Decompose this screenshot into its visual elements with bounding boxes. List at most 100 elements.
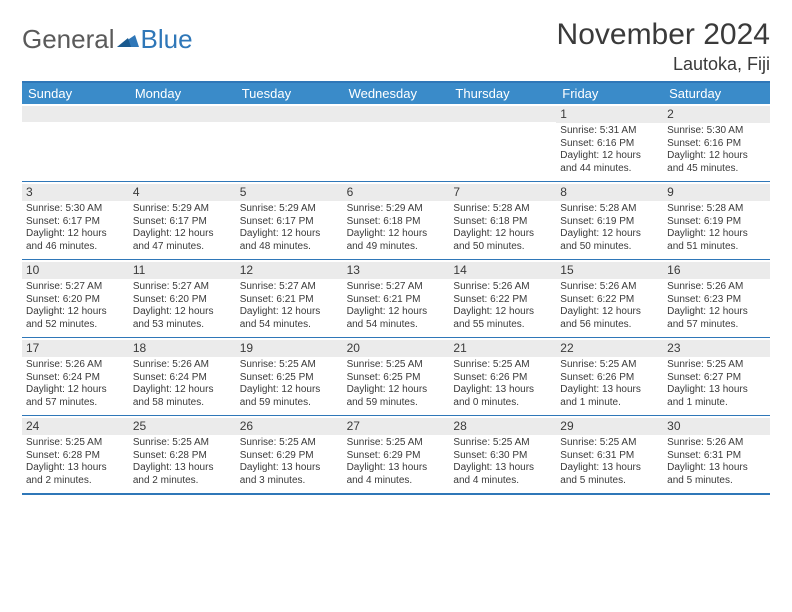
day-cell: 7Sunrise: 5:28 AMSunset: 6:18 PMDaylight… xyxy=(449,182,556,259)
daylight-text: Daylight: 13 hours and 1 minute. xyxy=(667,384,766,409)
weekday-row: SundayMondayTuesdayWednesdayThursdayFrid… xyxy=(22,83,770,104)
sunrise-text: Sunrise: 5:29 AM xyxy=(133,203,232,216)
sunrise-text: Sunrise: 5:25 AM xyxy=(133,437,232,450)
day-number: 26 xyxy=(236,418,343,435)
sunrise-text: Sunrise: 5:27 AM xyxy=(240,281,339,294)
weekday-label: Thursday xyxy=(449,83,556,104)
day-number: 16 xyxy=(663,262,770,279)
day-cell xyxy=(129,104,236,181)
day-number xyxy=(343,106,450,122)
day-cell: 16 Sunrise: 5:26 AMSunset: 6:23 PMDayligh… xyxy=(663,260,770,337)
day-number xyxy=(236,106,343,122)
weekday-label: Friday xyxy=(556,83,663,104)
sunset-text: Sunset: 6:22 PM xyxy=(453,294,552,307)
day-number: 7 xyxy=(449,184,556,201)
day-number: 17 xyxy=(22,340,129,357)
sunset-text: Sunset: 6:21 PM xyxy=(347,294,446,307)
sunset-text: Sunset: 6:20 PM xyxy=(133,294,232,307)
daylight-text: Daylight: 12 hours and 48 minutes. xyxy=(240,228,339,253)
day-cell: 11Sunrise: 5:27 AMSunset: 6:20 PMDayligh… xyxy=(129,260,236,337)
header: General Blue November 2024 Lautoka, Fiji xyxy=(22,18,770,75)
sunset-text: Sunset: 6:23 PM xyxy=(667,294,766,307)
week-row: 3Sunrise: 5:30 AMSunset: 6:17 PMDaylight… xyxy=(22,182,770,260)
day-number: 1 xyxy=(556,106,663,123)
daylight-text: Daylight: 12 hours and 54 minutes. xyxy=(347,306,446,331)
location: Lautoka, Fiji xyxy=(557,54,770,75)
sunrise-text: Sunrise: 5:27 AM xyxy=(133,281,232,294)
sunset-text: Sunset: 6:30 PM xyxy=(453,450,552,463)
day-cell xyxy=(22,104,129,181)
sunset-text: Sunset: 6:24 PM xyxy=(133,372,232,385)
daylight-text: Daylight: 13 hours and 3 minutes. xyxy=(240,462,339,487)
sunrise-text: Sunrise: 5:27 AM xyxy=(26,281,125,294)
daylight-text: Daylight: 12 hours and 59 minutes. xyxy=(347,384,446,409)
sunset-text: Sunset: 6:19 PM xyxy=(560,216,659,229)
daylight-text: Daylight: 12 hours and 58 minutes. xyxy=(133,384,232,409)
day-number xyxy=(449,106,556,122)
day-cell: 20Sunrise: 5:25 AMSunset: 6:25 PMDayligh… xyxy=(343,338,450,415)
day-number: 10 xyxy=(22,262,129,279)
logo-triangle-icon xyxy=(117,33,139,47)
day-cell: 5Sunrise: 5:29 AMSunset: 6:17 PMDaylight… xyxy=(236,182,343,259)
sunrise-text: Sunrise: 5:26 AM xyxy=(667,281,766,294)
weekday-label: Tuesday xyxy=(236,83,343,104)
day-cell: 18 Sunrise: 5:26 AMSunset: 6:24 PMDayligh… xyxy=(129,338,236,415)
day-number: 18 xyxy=(129,340,236,357)
day-cell: 22Sunrise: 5:25 AMSunset: 6:26 PMDayligh… xyxy=(556,338,663,415)
day-number: 22 xyxy=(556,340,663,357)
sunrise-text: Sunrise: 5:28 AM xyxy=(667,203,766,216)
day-cell: 10Sunrise: 5:27 AMSunset: 6:20 PMDayligh… xyxy=(22,260,129,337)
sunrise-text: Sunrise: 5:30 AM xyxy=(26,203,125,216)
sunset-text: Sunset: 6:21 PM xyxy=(240,294,339,307)
day-cell xyxy=(236,104,343,181)
daylight-text: Daylight: 12 hours and 57 minutes. xyxy=(667,306,766,331)
daylight-text: Daylight: 12 hours and 57 minutes. xyxy=(26,384,125,409)
daylight-text: Daylight: 12 hours and 51 minutes. xyxy=(667,228,766,253)
sunset-text: Sunset: 6:29 PM xyxy=(240,450,339,463)
daylight-text: Daylight: 12 hours and 59 minutes. xyxy=(240,384,339,409)
day-cell: 27Sunrise: 5:25 AMSunset: 6:29 PMDayligh… xyxy=(343,416,450,493)
sunrise-text: Sunrise: 5:25 AM xyxy=(240,359,339,372)
day-number: 14 xyxy=(449,262,556,279)
week-row: 17Sunrise: 5:26 AMSunset: 6:24 PMDayligh… xyxy=(22,338,770,416)
day-cell: 13Sunrise: 5:27 AMSunset: 6:21 PMDayligh… xyxy=(343,260,450,337)
day-number: 20 xyxy=(343,340,450,357)
day-cell: 25Sunrise: 5:25 AMSunset: 6:28 PMDayligh… xyxy=(129,416,236,493)
day-cell: 1Sunrise: 5:31 AMSunset: 6:16 PMDaylight… xyxy=(556,104,663,181)
daylight-text: Daylight: 13 hours and 2 minutes. xyxy=(133,462,232,487)
daylight-text: Daylight: 13 hours and 1 minute. xyxy=(560,384,659,409)
sunset-text: Sunset: 6:25 PM xyxy=(347,372,446,385)
day-cell: 19Sunrise: 5:25 AMSunset: 6:25 PMDayligh… xyxy=(236,338,343,415)
logo-text-1: General xyxy=(22,24,115,55)
sunset-text: Sunset: 6:19 PM xyxy=(667,216,766,229)
daylight-text: Daylight: 12 hours and 55 minutes. xyxy=(453,306,552,331)
sunset-text: Sunset: 6:17 PM xyxy=(133,216,232,229)
sunrise-text: Sunrise: 5:26 AM xyxy=(133,359,232,372)
day-cell: 9Sunrise: 5:28 AMSunset: 6:19 PMDaylight… xyxy=(663,182,770,259)
day-cell: 4Sunrise: 5:29 AMSunset: 6:17 PMDaylight… xyxy=(129,182,236,259)
day-cell: 28Sunrise: 5:25 AMSunset: 6:30 PMDayligh… xyxy=(449,416,556,493)
day-number xyxy=(129,106,236,122)
daylight-text: Daylight: 12 hours and 52 minutes. xyxy=(26,306,125,331)
daylight-text: Daylight: 12 hours and 44 minutes. xyxy=(560,150,659,175)
calendar-body: 1Sunrise: 5:31 AMSunset: 6:16 PMDaylight… xyxy=(22,104,770,495)
sunset-text: Sunset: 6:24 PM xyxy=(26,372,125,385)
day-number: 23 xyxy=(663,340,770,357)
month-title: November 2024 xyxy=(557,18,770,52)
day-cell: 2Sunrise: 5:30 AMSunset: 6:16 PMDaylight… xyxy=(663,104,770,181)
sunset-text: Sunset: 6:27 PM xyxy=(667,372,766,385)
day-cell: 24Sunrise: 5:25 AMSunset: 6:28 PMDayligh… xyxy=(22,416,129,493)
daylight-text: Daylight: 12 hours and 45 minutes. xyxy=(667,150,766,175)
daylight-text: Daylight: 12 hours and 49 minutes. xyxy=(347,228,446,253)
sunset-text: Sunset: 6:31 PM xyxy=(667,450,766,463)
sunrise-text: Sunrise: 5:28 AM xyxy=(560,203,659,216)
day-cell: 14Sunrise: 5:26 AMSunset: 6:22 PMDayligh… xyxy=(449,260,556,337)
day-number xyxy=(22,106,129,122)
sunset-text: Sunset: 6:22 PM xyxy=(560,294,659,307)
day-number: 11 xyxy=(129,262,236,279)
sunset-text: Sunset: 6:26 PM xyxy=(453,372,552,385)
sunrise-text: Sunrise: 5:26 AM xyxy=(667,437,766,450)
daylight-text: Daylight: 12 hours and 47 minutes. xyxy=(133,228,232,253)
sunrise-text: Sunrise: 5:30 AM xyxy=(667,125,766,138)
sunset-text: Sunset: 6:28 PM xyxy=(26,450,125,463)
